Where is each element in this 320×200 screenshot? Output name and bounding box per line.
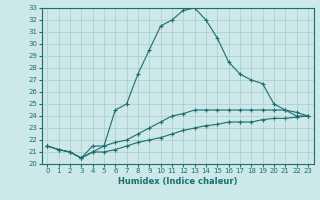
X-axis label: Humidex (Indice chaleur): Humidex (Indice chaleur) bbox=[118, 177, 237, 186]
